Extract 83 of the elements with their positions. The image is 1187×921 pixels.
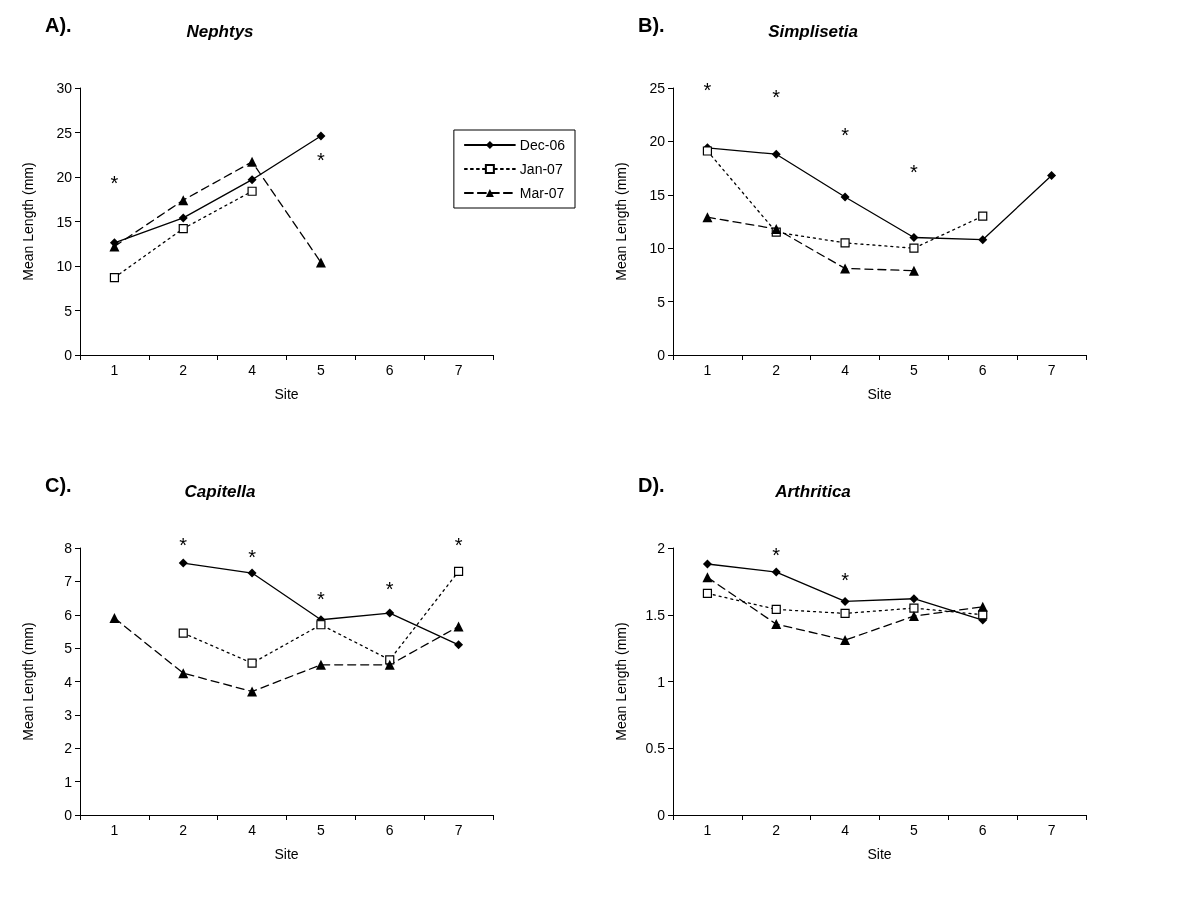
y-tick-label: 5 bbox=[657, 293, 666, 310]
annotation: * bbox=[385, 578, 394, 600]
x-tick-label: 7 bbox=[454, 822, 463, 838]
y-tick-label: 25 bbox=[649, 80, 666, 96]
y-tick-label: 25 bbox=[56, 124, 73, 141]
y-tick-label: 20 bbox=[56, 169, 73, 185]
annotation: * bbox=[454, 534, 463, 556]
text: B). bbox=[638, 14, 665, 36]
x-tick-label: 4 bbox=[248, 362, 257, 378]
x-tick-label: 1 bbox=[110, 362, 119, 378]
x-tick-label: 2 bbox=[179, 362, 188, 378]
x-axis-title: Site bbox=[274, 846, 299, 862]
y-tick-label: 0.5 bbox=[645, 740, 666, 757]
x-tick-label: 6 bbox=[385, 362, 394, 378]
legend-label: Dec-06 bbox=[519, 137, 566, 153]
text: A). bbox=[45, 14, 72, 36]
x-tick-label: 7 bbox=[1047, 362, 1056, 378]
annotation: * bbox=[110, 172, 119, 194]
y-tick-label: 1 bbox=[657, 673, 666, 690]
x-tick-label: 4 bbox=[248, 822, 257, 838]
chart-title: Nephtys bbox=[186, 22, 254, 41]
y-tick-label: 15 bbox=[649, 186, 666, 203]
y-tick-label: 7 bbox=[64, 573, 73, 590]
annotation: * bbox=[317, 149, 326, 171]
y-tick-label: 6 bbox=[64, 606, 73, 623]
y-tick-label: 5 bbox=[64, 640, 73, 657]
x-tick-label: 6 bbox=[978, 362, 987, 378]
x-tick-label: 7 bbox=[454, 362, 463, 378]
x-tick-label: 4 bbox=[841, 822, 850, 838]
x-tick-label: 5 bbox=[910, 362, 919, 378]
annotation: * bbox=[248, 546, 257, 568]
annotation: * bbox=[772, 544, 781, 566]
x-tick-label: 7 bbox=[1047, 822, 1056, 838]
y-tick-label: 30 bbox=[56, 80, 73, 96]
annotation: * bbox=[179, 534, 188, 556]
x-axis-title: Site bbox=[274, 386, 299, 402]
x-tick-label: 1 bbox=[703, 822, 712, 838]
legend-label: Jan-07 bbox=[519, 161, 563, 177]
y-tick-label: 3 bbox=[64, 706, 73, 723]
chart-title: Capitella bbox=[184, 482, 256, 501]
x-axis-title: Site bbox=[867, 386, 892, 402]
y-tick-label: 2 bbox=[657, 540, 666, 556]
x-tick-label: 2 bbox=[772, 822, 781, 838]
x-tick-label: 6 bbox=[978, 822, 987, 838]
x-axis-title: Site bbox=[867, 846, 892, 862]
annotation: * bbox=[841, 569, 850, 591]
y-axis-title: Mean Length (mm) bbox=[613, 162, 629, 281]
x-tick-label: 6 bbox=[385, 822, 394, 838]
x-tick-label: 5 bbox=[910, 822, 919, 838]
text: D). bbox=[638, 474, 665, 496]
y-axis-title: Mean Length (mm) bbox=[20, 622, 36, 741]
x-tick-label: 1 bbox=[110, 822, 119, 838]
y-axis-title: Mean Length (mm) bbox=[20, 162, 36, 281]
annotation: * bbox=[841, 124, 850, 146]
y-tick-label: 0 bbox=[657, 347, 666, 363]
y-tick-label: 1 bbox=[64, 773, 73, 790]
chart-title: Arthritica bbox=[774, 482, 851, 501]
annotation: * bbox=[910, 161, 919, 183]
x-tick-label: 5 bbox=[317, 822, 326, 838]
y-tick-label: 8 bbox=[64, 540, 73, 556]
y-axis-title: Mean Length (mm) bbox=[613, 622, 629, 741]
x-tick-label: 5 bbox=[317, 362, 326, 378]
y-tick-label: 10 bbox=[649, 240, 666, 257]
y-tick-label: 0 bbox=[64, 347, 73, 363]
x-tick-label: 2 bbox=[772, 362, 781, 378]
y-tick-label: 10 bbox=[56, 258, 73, 274]
y-tick-label: 20 bbox=[649, 133, 666, 150]
y-tick-label: 0 bbox=[657, 807, 666, 823]
annotation: * bbox=[772, 86, 781, 108]
annotation: * bbox=[703, 79, 712, 101]
legend-label: Mar-07 bbox=[519, 185, 565, 201]
text: C). bbox=[45, 474, 72, 496]
y-tick-label: 0 bbox=[64, 807, 73, 823]
y-tick-label: 5 bbox=[64, 302, 73, 319]
x-tick-label: 4 bbox=[841, 362, 850, 378]
x-tick-label: 1 bbox=[703, 362, 712, 378]
y-tick-label: 15 bbox=[56, 213, 73, 230]
y-tick-label: 2 bbox=[64, 740, 73, 757]
chart-title: Simplisetia bbox=[768, 22, 858, 41]
y-tick-label: 4 bbox=[64, 673, 73, 690]
y-tick-label: 1.5 bbox=[645, 606, 666, 623]
x-tick-label: 2 bbox=[179, 822, 188, 838]
annotation: * bbox=[317, 588, 326, 610]
